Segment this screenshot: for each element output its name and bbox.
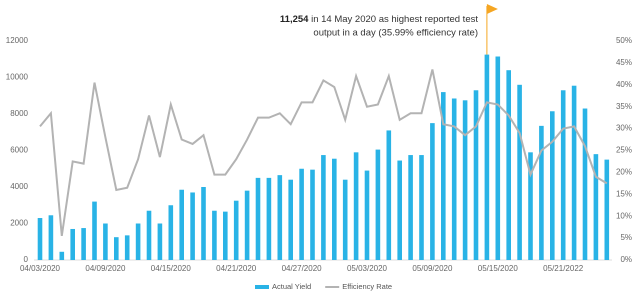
x-tick-label: 05/03/2020 (347, 264, 388, 273)
bar (342, 179, 348, 260)
bar (451, 98, 457, 260)
x-tick-label: 04/21/2020 (216, 264, 257, 273)
line (39, 69, 608, 237)
bar (179, 189, 184, 260)
bar (266, 177, 272, 260)
bar (146, 210, 152, 260)
y2-tick-label: 35% (616, 102, 632, 111)
bar (168, 205, 174, 260)
legend-swatch (255, 285, 269, 289)
y2-tick-label: 50% (616, 36, 632, 45)
bar (332, 158, 337, 260)
y2-tick-label: 20% (616, 168, 632, 177)
bar (375, 149, 381, 260)
bar (593, 154, 599, 260)
x-tick-label: 04/15/2020 (151, 264, 192, 273)
bar (114, 237, 119, 260)
bar (81, 228, 86, 260)
bar (386, 130, 392, 260)
y2-tick-label: 10% (616, 211, 632, 220)
bar (517, 84, 522, 260)
bar (212, 210, 217, 260)
bar (37, 218, 43, 260)
bar (560, 90, 566, 261)
bar (310, 169, 315, 260)
bar (48, 215, 54, 260)
bar (70, 228, 75, 260)
bar (223, 211, 228, 260)
bar (430, 123, 435, 260)
bar (299, 168, 304, 260)
bar (397, 160, 402, 260)
bar (539, 125, 544, 260)
y2-tick-label: 45% (616, 58, 632, 67)
y-tick-label: 6000 (10, 146, 28, 155)
bar (124, 235, 130, 260)
legend-label: Efficiency Rate (342, 282, 392, 291)
annotation-highlight: 11,254 (280, 14, 309, 25)
bar (408, 155, 413, 260)
y-tick-label: 8000 (10, 109, 28, 118)
x-tick-label: 04/27/2020 (282, 264, 323, 273)
annotation-line: output in a day (35.99% efficiency rate) (313, 28, 478, 39)
y2-tick-label: 30% (616, 124, 632, 133)
y2-tick-label: 40% (616, 80, 632, 89)
bar (604, 159, 610, 260)
x-tick-label: 05/15/2020 (478, 264, 519, 273)
bar (103, 223, 108, 260)
y-tick-label: 2000 (10, 219, 28, 228)
bar (462, 100, 468, 260)
bar (528, 152, 533, 260)
x-tick-label: 04/03/2020 (20, 264, 61, 273)
y-tick-label: 10000 (6, 73, 29, 82)
x-tick-label: 05/21/2022 (543, 264, 584, 273)
y-tick-label: 4000 (10, 182, 28, 191)
bar (550, 111, 555, 260)
bar (157, 223, 163, 260)
bar (321, 155, 326, 260)
bar (571, 85, 577, 261)
bar (233, 200, 239, 260)
legend-label: Actual Yield (272, 282, 311, 291)
y-tick-label: 0 (24, 255, 29, 264)
y2-tick-label: 5% (620, 233, 632, 242)
bar (353, 152, 359, 260)
y2-tick-label: 15% (616, 189, 632, 198)
bar (495, 56, 501, 261)
y-tick-label: 12000 (6, 36, 29, 45)
bar (201, 187, 206, 260)
bar (288, 179, 293, 260)
highlight-flag (486, 4, 498, 14)
bar (244, 190, 250, 260)
bar (441, 92, 446, 260)
bar (59, 251, 65, 260)
x-tick-label: 04/09/2020 (85, 264, 126, 273)
bar (92, 201, 97, 260)
x-tick-label: 05/09/2020 (412, 264, 453, 273)
bar (277, 175, 283, 260)
bar (484, 54, 490, 260)
bar (135, 223, 141, 260)
bar (419, 155, 424, 260)
bar (190, 192, 195, 260)
bar (582, 108, 588, 261)
bar (473, 90, 479, 261)
bar (364, 170, 370, 260)
y2-tick-label: 25% (616, 146, 632, 155)
annotation-text: in 14 May 2020 as highest reported test (311, 14, 478, 25)
annotation-line: 11,254 in 14 May 2020 as highest reporte… (280, 14, 478, 25)
y2-tick-label: 0% (620, 255, 632, 264)
bar (255, 177, 261, 260)
bar (506, 70, 511, 260)
